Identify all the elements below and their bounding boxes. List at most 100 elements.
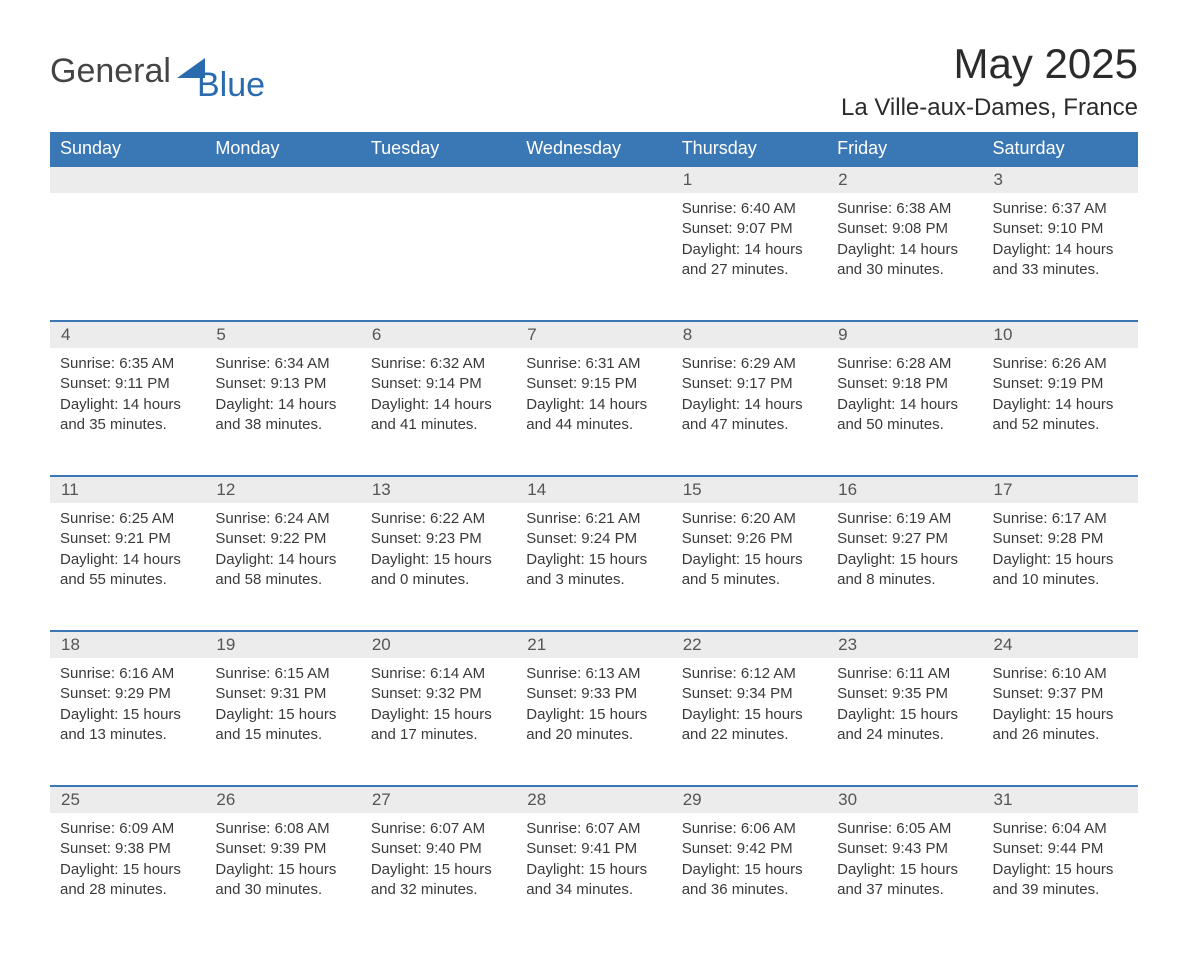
- day-body: Sunrise: 6:19 AMSunset: 9:27 PMDaylight:…: [827, 503, 982, 598]
- day-number: 18: [51, 633, 204, 657]
- daylight-line: Daylight: 15 hours and 32 minutes.: [371, 860, 506, 901]
- day-body: Sunrise: 6:20 AMSunset: 9:26 PMDaylight:…: [672, 503, 827, 598]
- sunrise-line: Sunrise: 6:28 AM: [837, 354, 972, 374]
- day-cell: Sunrise: 6:05 AMSunset: 9:43 PMDaylight:…: [827, 813, 982, 941]
- day-number: 29: [673, 788, 826, 812]
- day-cell: Sunrise: 6:09 AMSunset: 9:38 PMDaylight:…: [50, 813, 205, 941]
- day-body: Sunrise: 6:04 AMSunset: 9:44 PMDaylight:…: [983, 813, 1138, 908]
- day-number: 9: [828, 323, 981, 347]
- daylight-line: Daylight: 15 hours and 34 minutes.: [526, 860, 661, 901]
- day-number: 30: [828, 788, 981, 812]
- brand-word-1: General: [50, 52, 171, 91]
- day-cell: Sunrise: 6:34 AMSunset: 9:13 PMDaylight:…: [205, 348, 360, 476]
- sunrise-line: Sunrise: 6:19 AM: [837, 509, 972, 529]
- sunrise-line: Sunrise: 6:21 AM: [526, 509, 661, 529]
- day-body: Sunrise: 6:34 AMSunset: 9:13 PMDaylight:…: [205, 348, 360, 443]
- sunset-line: Sunset: 9:11 PM: [60, 374, 195, 394]
- daylight-line: Daylight: 14 hours and 47 minutes.: [682, 395, 817, 436]
- page-subtitle: La Ville-aux-Dames, France: [841, 94, 1138, 122]
- day-body: Sunrise: 6:13 AMSunset: 9:33 PMDaylight:…: [516, 658, 671, 753]
- daylight-line: Daylight: 15 hours and 26 minutes.: [993, 705, 1128, 746]
- day-body: Sunrise: 6:26 AMSunset: 9:19 PMDaylight:…: [983, 348, 1138, 443]
- day-body: Sunrise: 6:14 AMSunset: 9:32 PMDaylight:…: [361, 658, 516, 753]
- day-cell: Sunrise: 6:12 AMSunset: 9:34 PMDaylight:…: [672, 658, 827, 786]
- sunset-line: Sunset: 9:28 PM: [993, 529, 1128, 549]
- empty-day-header: [50, 166, 205, 193]
- week-daynum-row: 123: [50, 166, 1138, 193]
- day-cell: Sunrise: 6:32 AMSunset: 9:14 PMDaylight:…: [361, 348, 516, 476]
- sunrise-line: Sunrise: 6:07 AM: [526, 819, 661, 839]
- day-number: 25: [51, 788, 204, 812]
- day-cell: Sunrise: 6:10 AMSunset: 9:37 PMDaylight:…: [983, 658, 1138, 786]
- weekday-header: Saturday: [983, 132, 1138, 166]
- daylight-line: Daylight: 14 hours and 52 minutes.: [993, 395, 1128, 436]
- day-number: 12: [206, 478, 359, 502]
- week-daynum-row: 25262728293031: [50, 786, 1138, 813]
- sunrise-line: Sunrise: 6:04 AM: [993, 819, 1128, 839]
- day-number: 17: [984, 478, 1137, 502]
- day-body: Sunrise: 6:40 AMSunset: 9:07 PMDaylight:…: [672, 193, 827, 288]
- day-cell: Sunrise: 6:22 AMSunset: 9:23 PMDaylight:…: [361, 503, 516, 631]
- sunrise-line: Sunrise: 6:34 AM: [215, 354, 350, 374]
- day-body: Sunrise: 6:06 AMSunset: 9:42 PMDaylight:…: [672, 813, 827, 908]
- sunset-line: Sunset: 9:14 PM: [371, 374, 506, 394]
- day-body: Sunrise: 6:10 AMSunset: 9:37 PMDaylight:…: [983, 658, 1138, 753]
- daylight-line: Daylight: 15 hours and 36 minutes.: [682, 860, 817, 901]
- sunrise-line: Sunrise: 6:10 AM: [993, 664, 1128, 684]
- daylight-line: Daylight: 14 hours and 33 minutes.: [993, 240, 1128, 281]
- week-row: Sunrise: 6:16 AMSunset: 9:29 PMDaylight:…: [50, 658, 1138, 786]
- day-number: 6: [362, 323, 515, 347]
- day-number: 4: [51, 323, 204, 347]
- empty-day-header: [205, 166, 360, 193]
- sunset-line: Sunset: 9:19 PM: [993, 374, 1128, 394]
- week-daynum-row: 45678910: [50, 321, 1138, 348]
- sunset-line: Sunset: 9:37 PM: [993, 684, 1128, 704]
- daylight-line: Daylight: 15 hours and 10 minutes.: [993, 550, 1128, 591]
- day-cell: Sunrise: 6:31 AMSunset: 9:15 PMDaylight:…: [516, 348, 671, 476]
- sunrise-line: Sunrise: 6:25 AM: [60, 509, 195, 529]
- sunrise-line: Sunrise: 6:17 AM: [993, 509, 1128, 529]
- day-number: 8: [673, 323, 826, 347]
- sunrise-line: Sunrise: 6:15 AM: [215, 664, 350, 684]
- sunset-line: Sunset: 9:15 PM: [526, 374, 661, 394]
- day-number: 16: [828, 478, 981, 502]
- weekday-header: Monday: [205, 132, 360, 166]
- sunrise-line: Sunrise: 6:09 AM: [60, 819, 195, 839]
- day-body: Sunrise: 6:29 AMSunset: 9:17 PMDaylight:…: [672, 348, 827, 443]
- sunset-line: Sunset: 9:34 PM: [682, 684, 817, 704]
- day-cell: Sunrise: 6:20 AMSunset: 9:26 PMDaylight:…: [672, 503, 827, 631]
- daylight-line: Daylight: 15 hours and 39 minutes.: [993, 860, 1128, 901]
- day-cell: Sunrise: 6:17 AMSunset: 9:28 PMDaylight:…: [983, 503, 1138, 631]
- day-cell: Sunrise: 6:19 AMSunset: 9:27 PMDaylight:…: [827, 503, 982, 631]
- sunrise-line: Sunrise: 6:08 AM: [215, 819, 350, 839]
- sunset-line: Sunset: 9:44 PM: [993, 839, 1128, 859]
- empty-day-header: [361, 166, 516, 193]
- day-body: Sunrise: 6:25 AMSunset: 9:21 PMDaylight:…: [50, 503, 205, 598]
- daylight-line: Daylight: 15 hours and 37 minutes.: [837, 860, 972, 901]
- sunrise-line: Sunrise: 6:22 AM: [371, 509, 506, 529]
- sunrise-line: Sunrise: 6:20 AM: [682, 509, 817, 529]
- day-cell: Sunrise: 6:04 AMSunset: 9:44 PMDaylight:…: [983, 813, 1138, 941]
- page-header: General Blue May 2025 La Ville-aux-Dames…: [50, 40, 1138, 122]
- sunrise-line: Sunrise: 6:29 AM: [682, 354, 817, 374]
- sunrise-line: Sunrise: 6:31 AM: [526, 354, 661, 374]
- day-number: 5: [206, 323, 359, 347]
- week-row: Sunrise: 6:35 AMSunset: 9:11 PMDaylight:…: [50, 348, 1138, 476]
- sunset-line: Sunset: 9:39 PM: [215, 839, 350, 859]
- calendar-table: SundayMondayTuesdayWednesdayThursdayFrid…: [50, 132, 1138, 941]
- sunrise-line: Sunrise: 6:32 AM: [371, 354, 506, 374]
- sunset-line: Sunset: 9:33 PM: [526, 684, 661, 704]
- daylight-line: Daylight: 14 hours and 50 minutes.: [837, 395, 972, 436]
- day-body: Sunrise: 6:16 AMSunset: 9:29 PMDaylight:…: [50, 658, 205, 753]
- sunset-line: Sunset: 9:17 PM: [682, 374, 817, 394]
- empty-day-cell: [516, 193, 671, 321]
- page-title: May 2025: [841, 40, 1138, 88]
- week-row: Sunrise: 6:25 AMSunset: 9:21 PMDaylight:…: [50, 503, 1138, 631]
- day-body: Sunrise: 6:21 AMSunset: 9:24 PMDaylight:…: [516, 503, 671, 598]
- sunrise-line: Sunrise: 6:07 AM: [371, 819, 506, 839]
- day-body: Sunrise: 6:37 AMSunset: 9:10 PMDaylight:…: [983, 193, 1138, 288]
- day-number: 3: [984, 168, 1137, 192]
- sunrise-line: Sunrise: 6:26 AM: [993, 354, 1128, 374]
- sunrise-line: Sunrise: 6:13 AM: [526, 664, 661, 684]
- sunrise-line: Sunrise: 6:05 AM: [837, 819, 972, 839]
